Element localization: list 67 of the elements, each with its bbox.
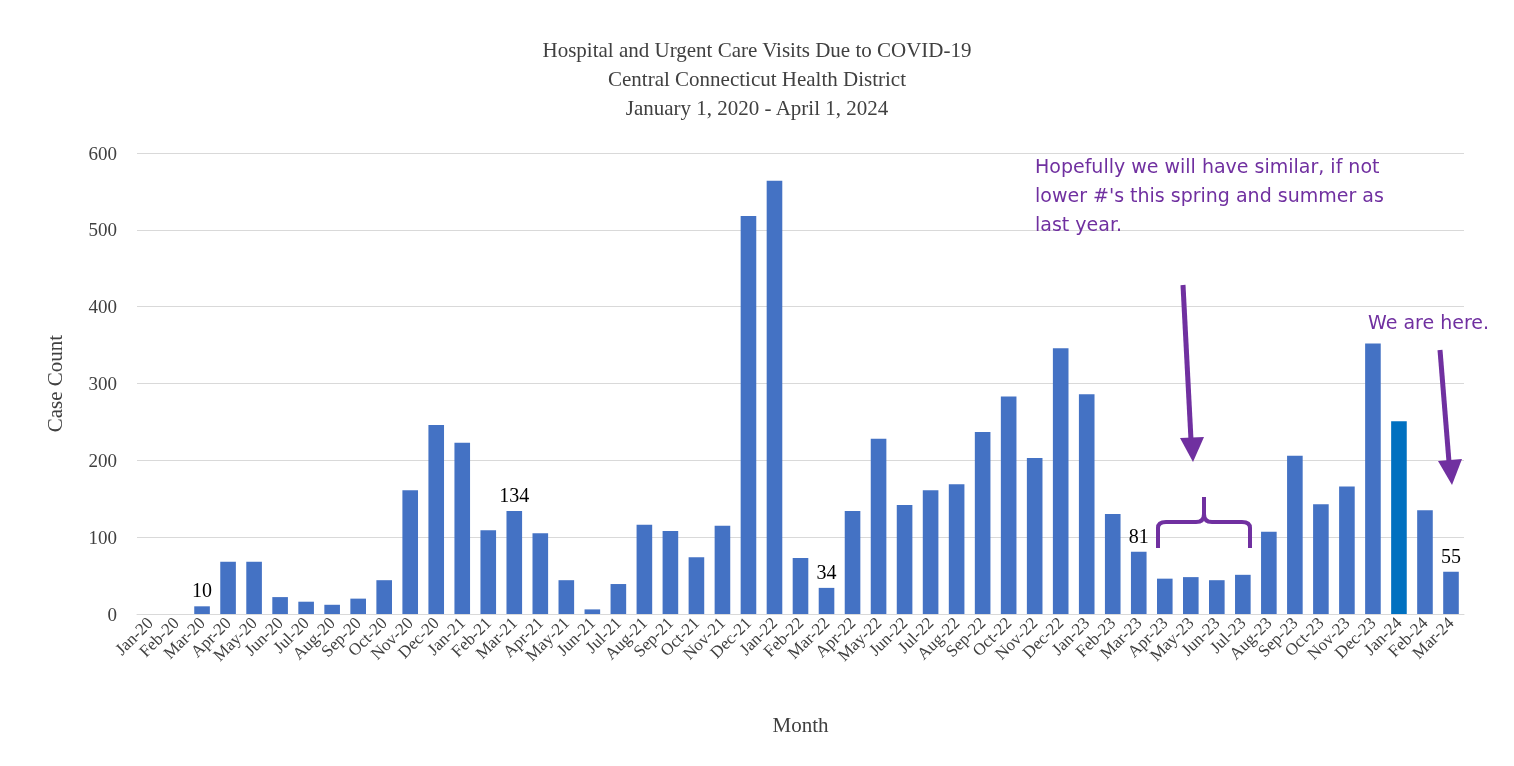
bar xyxy=(1078,394,1095,614)
bar xyxy=(1261,531,1277,614)
chart-title: Hospital and Urgent Care Visits Due to COVID-19 xyxy=(542,37,972,62)
bar xyxy=(532,533,549,614)
data-label: 81 xyxy=(1128,524,1149,547)
data-label: 55 xyxy=(1440,544,1461,567)
bar xyxy=(1287,455,1303,614)
bar xyxy=(298,601,314,614)
x-axis-title: Month xyxy=(772,712,829,737)
bar xyxy=(194,606,210,614)
bar xyxy=(1313,504,1329,614)
bar xyxy=(584,609,601,614)
bar xyxy=(818,587,835,614)
bar xyxy=(948,484,965,614)
annotation: We are here. xyxy=(1368,310,1491,335)
bar xyxy=(246,561,262,614)
bar xyxy=(610,584,627,614)
bar xyxy=(870,438,887,614)
data-label: 34 xyxy=(816,560,837,583)
bar xyxy=(662,531,679,614)
bar xyxy=(1391,421,1407,614)
data-label: 10 xyxy=(192,579,213,602)
y-tick-label: 300 xyxy=(88,373,117,394)
bar xyxy=(1443,571,1459,614)
y-tick-label: 200 xyxy=(88,449,117,471)
y-axis-title: Case Count xyxy=(42,334,67,433)
bar xyxy=(714,525,731,614)
bar xyxy=(922,490,939,614)
bar xyxy=(1235,574,1251,614)
y-tick-label: 0 xyxy=(107,603,117,625)
bar xyxy=(896,504,913,614)
y-tick-label: 600 xyxy=(88,142,117,164)
bar xyxy=(1182,577,1199,614)
bar xyxy=(376,580,392,614)
bar xyxy=(688,557,705,614)
bar xyxy=(480,530,497,614)
y-tick-label: 400 xyxy=(88,296,117,318)
bar xyxy=(350,598,366,614)
bar xyxy=(324,604,340,614)
bar xyxy=(1052,348,1069,614)
bar xyxy=(740,216,757,614)
data-label: 134 xyxy=(499,484,530,507)
bar xyxy=(220,561,236,614)
bar xyxy=(558,580,575,614)
bar xyxy=(454,442,471,614)
bar xyxy=(1339,486,1355,614)
bar xyxy=(1365,343,1381,614)
bar xyxy=(506,511,523,614)
bar xyxy=(1417,510,1433,614)
bar xyxy=(766,180,783,614)
bar xyxy=(1209,580,1225,614)
bar xyxy=(272,597,288,614)
y-tick-label: 100 xyxy=(88,526,117,548)
bar xyxy=(1156,578,1173,614)
annotation: Hopefully we will have similar, if not lower #'s this spring and summer as last year. xyxy=(1035,154,1385,237)
y-tick-label: 500 xyxy=(88,219,117,241)
bar xyxy=(428,424,445,614)
bar xyxy=(792,557,809,614)
bar xyxy=(974,431,991,614)
bar xyxy=(1104,514,1121,614)
bar xyxy=(636,524,653,614)
bar xyxy=(402,490,419,614)
chart-subtitle: Central Connecticut Health District January 1, 2020 - April 1, 2024 xyxy=(608,66,907,120)
bar xyxy=(1000,396,1017,614)
bar xyxy=(1026,458,1043,614)
bar xyxy=(1130,551,1147,614)
bar xyxy=(844,511,861,614)
